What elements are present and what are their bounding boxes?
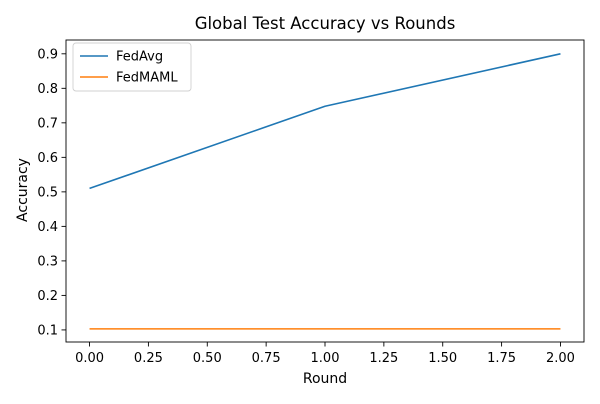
axes-frame bbox=[65, 39, 585, 343]
legend: FedAvg FedMAML bbox=[72, 42, 192, 92]
y-tick-label: 0.3 bbox=[37, 254, 58, 269]
y-tick-label: 0.2 bbox=[37, 289, 58, 304]
x-axis-label: Round bbox=[303, 371, 347, 387]
x-tick-label: 1.25 bbox=[369, 351, 398, 366]
y-tick-label: 0.6 bbox=[37, 151, 58, 166]
chart-title: Global Test Accuracy vs Rounds bbox=[195, 14, 456, 33]
x-tick-label: 0.00 bbox=[75, 351, 104, 366]
legend-label: FedAvg bbox=[116, 50, 163, 65]
y-tick-label: 0.7 bbox=[37, 116, 58, 131]
y-tick-label: 0.4 bbox=[37, 220, 58, 235]
x-tick-label: 1.00 bbox=[311, 351, 340, 366]
y-tick-label: 0.9 bbox=[37, 47, 58, 62]
x-tick-label: 0.50 bbox=[193, 351, 222, 366]
y-tick-label: 0.1 bbox=[37, 323, 58, 338]
x-tick-label: 0.25 bbox=[134, 351, 163, 366]
y-tick-label: 0.8 bbox=[37, 82, 58, 97]
series-line-fedavg bbox=[89, 53, 561, 190]
x-tick-label: 0.75 bbox=[252, 351, 281, 366]
legend-label: FedMAML bbox=[116, 71, 178, 86]
y-axis-label: Accuracy bbox=[15, 158, 31, 222]
x-tick-label: 1.50 bbox=[428, 351, 457, 366]
x-tick-label: 2.00 bbox=[546, 351, 575, 366]
plot-area bbox=[89, 53, 561, 330]
x-tick-label: 1.75 bbox=[487, 351, 516, 366]
y-tick-label: 0.5 bbox=[37, 185, 58, 200]
y-axis-ticks: 0.1 0.2 0.3 0.4 0.5 0.6 0.7 0.8 0.9 bbox=[37, 47, 66, 338]
legend-box bbox=[72, 42, 192, 92]
x-axis-ticks: 0.00 0.25 0.50 0.75 1.00 1.25 1.50 1.75 2.00 bbox=[75, 342, 575, 366]
